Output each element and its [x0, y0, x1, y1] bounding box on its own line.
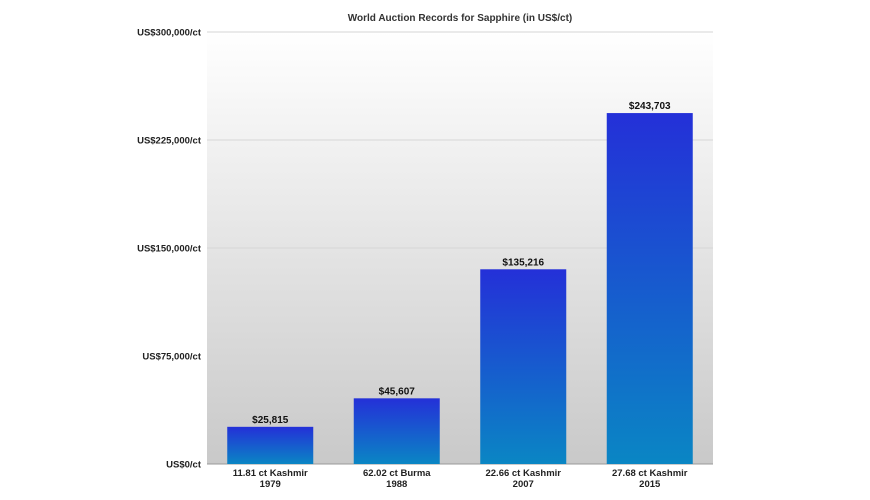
- x-tick-label: 2015: [639, 479, 661, 490]
- label-layer: US$0/ct US$75,000/ct US$150,000/ct US$225,0…: [137, 28, 688, 491]
- data-label: $25,815: [252, 415, 289, 426]
- x-tick-label: 1988: [386, 479, 407, 490]
- y-tick-label: US$150,000/ct: [137, 244, 202, 255]
- bar: [480, 269, 567, 464]
- x-tick-label: 27.68 ct Kashmir: [612, 468, 688, 479]
- data-label: $135,216: [502, 257, 544, 268]
- x-tick-label: 62.02 ct Burma: [363, 468, 431, 479]
- bar-layer: [227, 113, 693, 464]
- y-tick-label: US$0/ct: [166, 460, 202, 471]
- bar: [606, 113, 693, 464]
- y-tick-label: US$225,000/ct: [137, 136, 202, 147]
- x-tick-label: 2007: [513, 479, 534, 490]
- y-tick-label: US$75,000/ct: [142, 352, 201, 363]
- data-label: $243,703: [629, 101, 671, 112]
- x-tick-label: 1979: [260, 479, 281, 490]
- bar: [353, 398, 440, 464]
- y-tick-label: US$300,000/ct: [137, 28, 202, 39]
- chart-title: World Auction Records for Sapphire (in U…: [348, 13, 572, 24]
- x-tick-label: 22.66 ct Kashmir: [485, 468, 561, 479]
- bar: [227, 426, 314, 464]
- x-tick-label: 11.81 ct Kashmir: [233, 468, 308, 479]
- data-label: $45,607: [379, 386, 416, 397]
